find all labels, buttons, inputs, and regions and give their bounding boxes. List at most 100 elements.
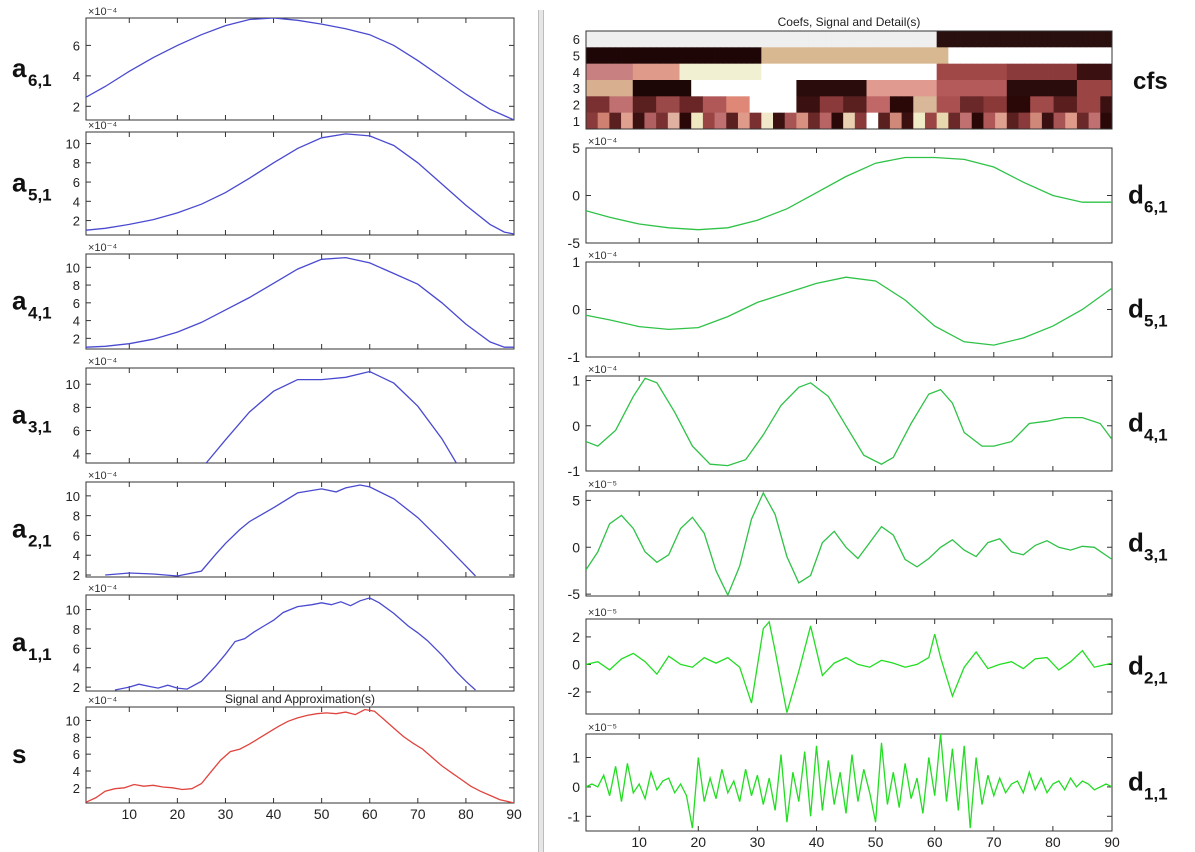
heatmap-cell <box>632 80 639 97</box>
heatmap-cell <box>889 31 897 48</box>
heatmap-cell <box>907 63 914 81</box>
heatmap-cell <box>919 80 926 97</box>
heatmap-cell <box>708 31 715 48</box>
axis-exponent: ×10⁻⁵ <box>588 607 617 619</box>
heatmap-cell <box>1006 63 1014 81</box>
row-label-subscript: 2,1 <box>28 532 52 551</box>
y-tick-label: 10 <box>66 260 80 275</box>
heatmap-cell <box>708 80 715 97</box>
heatmap-cell <box>673 112 680 130</box>
heatmap-cell <box>784 112 791 130</box>
heatmap-cell <box>825 63 832 81</box>
heatmap-cell <box>878 31 885 48</box>
heatmap-cell <box>615 63 622 81</box>
heatmap-cell <box>901 112 908 130</box>
heatmap-cell <box>989 80 996 97</box>
heatmap-cell <box>650 80 657 97</box>
subplot-11: -5 0 5 ×10⁻⁵ <box>568 479 1113 602</box>
heatmap-cell <box>1059 31 1066 48</box>
axes-box <box>85 253 515 350</box>
heatmap-cell <box>1071 63 1078 81</box>
subplot-1: 2 4 6 8 10 ×10⁻⁴ <box>66 120 515 236</box>
heatmap-cell <box>837 96 844 113</box>
heatmap-cell <box>603 112 610 130</box>
heatmap-cell <box>802 112 809 130</box>
heatmap-cell <box>936 112 943 130</box>
heatmap-cell <box>1006 47 1014 64</box>
heatmap-cell <box>936 80 943 97</box>
heatmap-cell <box>714 63 721 81</box>
x-tick-label: 40 <box>266 806 282 822</box>
heatmap-cell <box>1030 47 1037 64</box>
heatmap-cell <box>930 96 938 113</box>
heatmap-cell <box>1036 80 1043 97</box>
heatmap-cell <box>965 47 973 64</box>
heatmap-cell <box>878 47 885 64</box>
heatmap-cell <box>843 80 850 97</box>
heatmap-cell <box>960 47 967 64</box>
heatmap-cell <box>697 112 704 130</box>
row-label-letter: a <box>12 627 27 657</box>
heatmap-cell <box>872 47 879 64</box>
y-tick-label: 6 <box>73 641 80 656</box>
heatmap-cell <box>603 96 610 113</box>
heatmap-cell <box>1059 112 1066 130</box>
heatmap-cell <box>971 47 978 64</box>
heatmap-cell <box>965 31 973 48</box>
heatmap-cell <box>638 96 645 113</box>
heatmap-title: Coefs, Signal and Detail(s) <box>778 15 921 29</box>
heatmap-cell <box>591 63 599 81</box>
heatmap-cell <box>854 96 862 113</box>
heatmap-cell <box>778 80 786 97</box>
x-tick-label: 30 <box>750 834 766 850</box>
heatmap-cell <box>679 31 686 48</box>
heatmap-cell <box>901 31 908 48</box>
subplot-2: 2 4 6 8 10 ×10⁻⁴ <box>66 242 515 350</box>
row-label-letter: d <box>1128 767 1144 797</box>
series-line <box>86 708 514 803</box>
heatmap-cell <box>960 96 967 113</box>
axis-exponent: ×10⁻⁴ <box>88 470 117 482</box>
heatmap-cell <box>977 63 984 81</box>
heatmap-cell <box>1006 112 1014 130</box>
heatmap-cell <box>884 31 891 48</box>
x-tick-label: 80 <box>1045 834 1061 850</box>
x-tick-label: 20 <box>691 834 707 850</box>
heatmap-cell <box>1036 47 1043 64</box>
heatmap-cell <box>884 63 891 81</box>
row-label-9: d 5,1 <box>1128 294 1168 331</box>
heatmap-cell <box>813 80 821 97</box>
x-tick-label: 40 <box>809 834 825 850</box>
y-tick-label: 4 <box>73 194 80 209</box>
heatmap-cell <box>808 63 815 81</box>
heatmap-cell <box>995 31 1002 48</box>
panel-divider[interactable] <box>538 10 544 852</box>
heatmap-cell <box>1071 96 1078 113</box>
row-label-12: d 2,1 <box>1128 651 1168 688</box>
heatmap-cell <box>1000 112 1008 130</box>
heatmap-cell <box>1012 63 1019 81</box>
heatmap-cell <box>901 80 908 97</box>
heatmap-cell <box>667 112 675 130</box>
heatmap-cell <box>1106 96 1113 113</box>
heatmap-cell <box>866 112 873 130</box>
row-label-0: a 6,1 <box>12 53 52 90</box>
heatmap-cell <box>638 47 645 64</box>
axes-box <box>585 261 1113 358</box>
heatmap-cell <box>843 96 850 113</box>
heatmap-cell <box>849 96 856 113</box>
heatmap-cell <box>1047 31 1054 48</box>
heatmap-cell <box>732 63 739 81</box>
row-label-subscript: 1,1 <box>28 645 52 664</box>
heatmap-cell <box>1100 80 1107 97</box>
heatmap-cell <box>854 63 862 81</box>
heatmap-cell <box>708 63 715 81</box>
series-line <box>86 18 514 120</box>
heatmap-cell <box>930 31 938 48</box>
row-label-11: d 3,1 <box>1128 528 1168 565</box>
x-tick-label: 90 <box>506 806 522 822</box>
heatmap-cell <box>691 96 698 113</box>
heatmap-cell <box>813 112 821 130</box>
y-tick-label: 4 <box>73 314 80 329</box>
heatmap-cell <box>691 112 698 130</box>
